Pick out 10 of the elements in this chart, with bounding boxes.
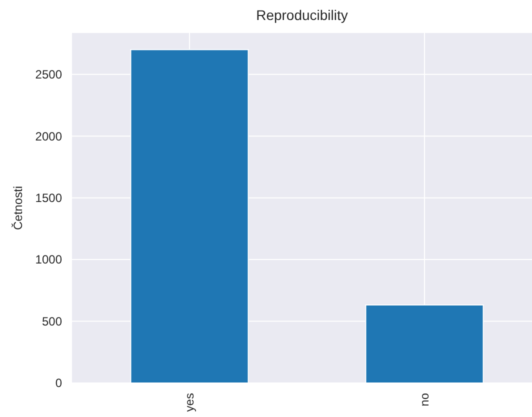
x-tick-label: no xyxy=(418,392,432,406)
y-tick-label: 2000 xyxy=(35,129,62,144)
y-tick-label: 1000 xyxy=(35,252,62,267)
y-tick-label: 500 xyxy=(42,314,62,328)
y-axis-title: Četnosti xyxy=(11,186,26,230)
y-tick-label: 0 xyxy=(55,376,62,390)
y-tick-label: 2500 xyxy=(35,68,62,82)
y-tick-label: 1500 xyxy=(35,191,62,206)
chart-title: Reproducibility xyxy=(256,7,348,23)
x-tick-label: yes xyxy=(182,393,197,412)
